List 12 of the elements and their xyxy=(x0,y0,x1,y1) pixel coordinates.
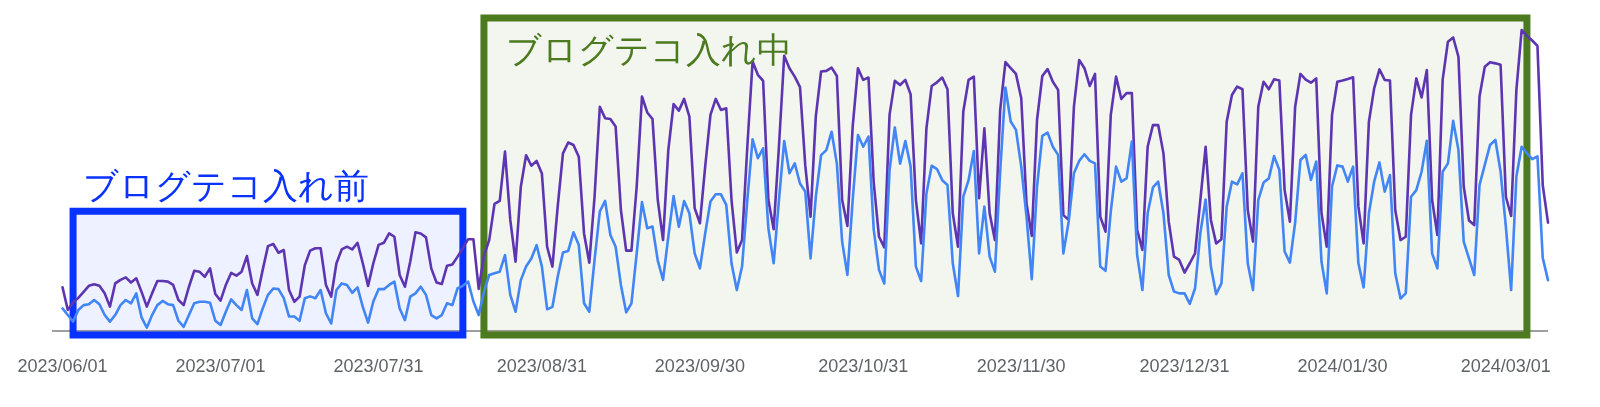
x-tick-label: 2023/11/30 xyxy=(976,356,1066,376)
x-tick-label: 2024/03/01 xyxy=(1460,356,1551,376)
x-tick-label: 2024/01/30 xyxy=(1297,356,1388,376)
x-tick-label: 2023/08/31 xyxy=(496,356,587,376)
x-tick-label: 2023/07/01 xyxy=(175,356,266,376)
x-tick-label: 2023/10/31 xyxy=(818,356,909,376)
band-label: ブログテコ入れ前 xyxy=(83,166,370,206)
x-tick-label: 2023/09/30 xyxy=(654,356,745,376)
band-label: ブログテコ入れ中 xyxy=(505,30,792,69)
x-tick-label: 2023/06/01 xyxy=(17,356,108,376)
x-tick-label: 2023/12/31 xyxy=(1139,356,1230,376)
x-tick-label: 2023/07/31 xyxy=(333,356,424,376)
